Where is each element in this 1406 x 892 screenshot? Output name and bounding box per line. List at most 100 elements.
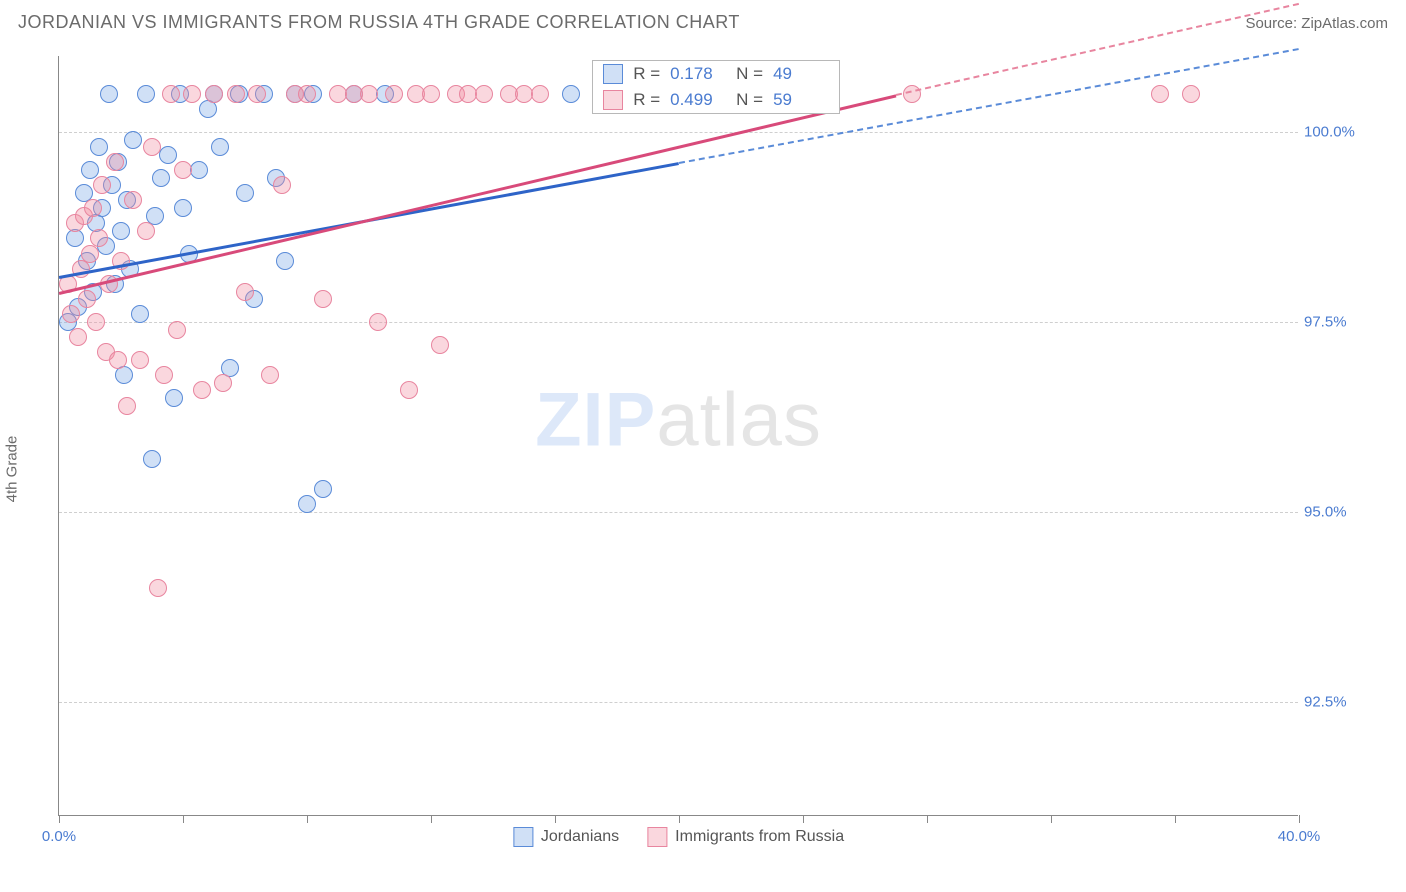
x-tick <box>1175 815 1176 823</box>
stat-r-value: 0.499 <box>670 90 726 110</box>
data-point <box>183 85 201 103</box>
x-tick <box>555 815 556 823</box>
y-axis-label: 4th Grade <box>4 436 21 503</box>
gridline <box>59 702 1298 703</box>
data-point <box>174 161 192 179</box>
data-point <box>131 351 149 369</box>
chart-container: 4th Grade ZIPatlas 92.5%95.0%97.5%100.0%… <box>18 46 1388 892</box>
x-tick <box>679 815 680 823</box>
data-point <box>162 85 180 103</box>
data-point <box>90 138 108 156</box>
correlation-stat-box: R =0.178N =49R =0.499N =59 <box>592 60 840 114</box>
x-tick <box>59 815 60 823</box>
legend-label: Jordanians <box>541 828 619 846</box>
data-point <box>400 381 418 399</box>
y-tick-label: 100.0% <box>1304 124 1384 141</box>
y-tick-label: 97.5% <box>1304 314 1384 331</box>
data-point <box>69 328 87 346</box>
data-point <box>190 161 208 179</box>
legend-item: Jordanians <box>513 827 619 847</box>
data-point <box>211 138 229 156</box>
data-point <box>81 245 99 263</box>
stat-n-label: N = <box>736 90 763 110</box>
x-tick-label: 40.0% <box>1278 828 1321 845</box>
stat-row: R =0.499N =59 <box>593 87 839 113</box>
x-tick <box>1051 815 1052 823</box>
data-point <box>62 305 80 323</box>
data-point <box>298 495 316 513</box>
data-point <box>531 85 549 103</box>
data-point <box>137 85 155 103</box>
data-point <box>1182 85 1200 103</box>
x-tick <box>307 815 308 823</box>
data-point <box>143 138 161 156</box>
data-point <box>106 153 124 171</box>
data-point <box>369 313 387 331</box>
data-point <box>903 85 921 103</box>
data-point <box>1151 85 1169 103</box>
data-point <box>124 191 142 209</box>
x-tick <box>803 815 804 823</box>
data-point <box>81 161 99 179</box>
data-point <box>109 351 127 369</box>
stat-r-value: 0.178 <box>670 64 726 84</box>
data-point <box>159 146 177 164</box>
stat-r-label: R = <box>633 90 660 110</box>
data-point <box>261 366 279 384</box>
data-point <box>193 381 211 399</box>
x-tick-label: 0.0% <box>42 828 76 845</box>
stat-n-value: 49 <box>773 64 829 84</box>
y-tick-label: 95.0% <box>1304 504 1384 521</box>
data-point <box>314 290 332 308</box>
series-swatch <box>603 90 623 110</box>
data-point <box>273 176 291 194</box>
data-point <box>205 85 223 103</box>
legend-swatch <box>513 827 533 847</box>
data-point <box>90 229 108 247</box>
data-point <box>174 199 192 217</box>
series-swatch <box>603 64 623 84</box>
legend: Jordanians Immigrants from Russia <box>513 827 844 847</box>
data-point <box>431 336 449 354</box>
data-point <box>236 283 254 301</box>
data-point <box>152 169 170 187</box>
x-tick <box>183 815 184 823</box>
data-point <box>475 85 493 103</box>
data-point <box>562 85 580 103</box>
data-point <box>155 366 173 384</box>
stat-r-label: R = <box>633 64 660 84</box>
x-tick <box>1299 815 1300 823</box>
x-tick <box>431 815 432 823</box>
data-point <box>248 85 266 103</box>
data-point <box>422 85 440 103</box>
data-point <box>214 374 232 392</box>
data-point <box>149 579 167 597</box>
legend-swatch <box>647 827 667 847</box>
data-point <box>124 131 142 149</box>
stat-row: R = 0.178 N = 49 <box>593 61 839 87</box>
y-tick-label: 92.5% <box>1304 694 1384 711</box>
data-point <box>100 85 118 103</box>
legend-item: Immigrants from Russia <box>647 827 844 847</box>
watermark: ZIPatlas <box>535 377 822 464</box>
data-point <box>143 450 161 468</box>
data-point <box>168 321 186 339</box>
data-point <box>131 305 149 323</box>
data-point <box>137 222 155 240</box>
data-point <box>298 85 316 103</box>
data-point <box>78 290 96 308</box>
gridline <box>59 512 1298 513</box>
data-point <box>385 85 403 103</box>
data-point <box>87 313 105 331</box>
chart-title: JORDANIAN VS IMMIGRANTS FROM RUSSIA 4TH … <box>18 12 740 33</box>
data-point <box>227 85 245 103</box>
data-point <box>314 480 332 498</box>
legend-label: Immigrants from Russia <box>675 828 844 846</box>
data-point <box>84 199 102 217</box>
plot-area: ZIPatlas 92.5%95.0%97.5%100.0%0.0%40.0%R… <box>58 56 1298 816</box>
stat-n-label: N = <box>736 64 763 84</box>
trend-line <box>59 94 897 294</box>
header-bar: JORDANIAN VS IMMIGRANTS FROM RUSSIA 4TH … <box>0 0 1406 39</box>
data-point <box>165 389 183 407</box>
data-point <box>236 184 254 202</box>
